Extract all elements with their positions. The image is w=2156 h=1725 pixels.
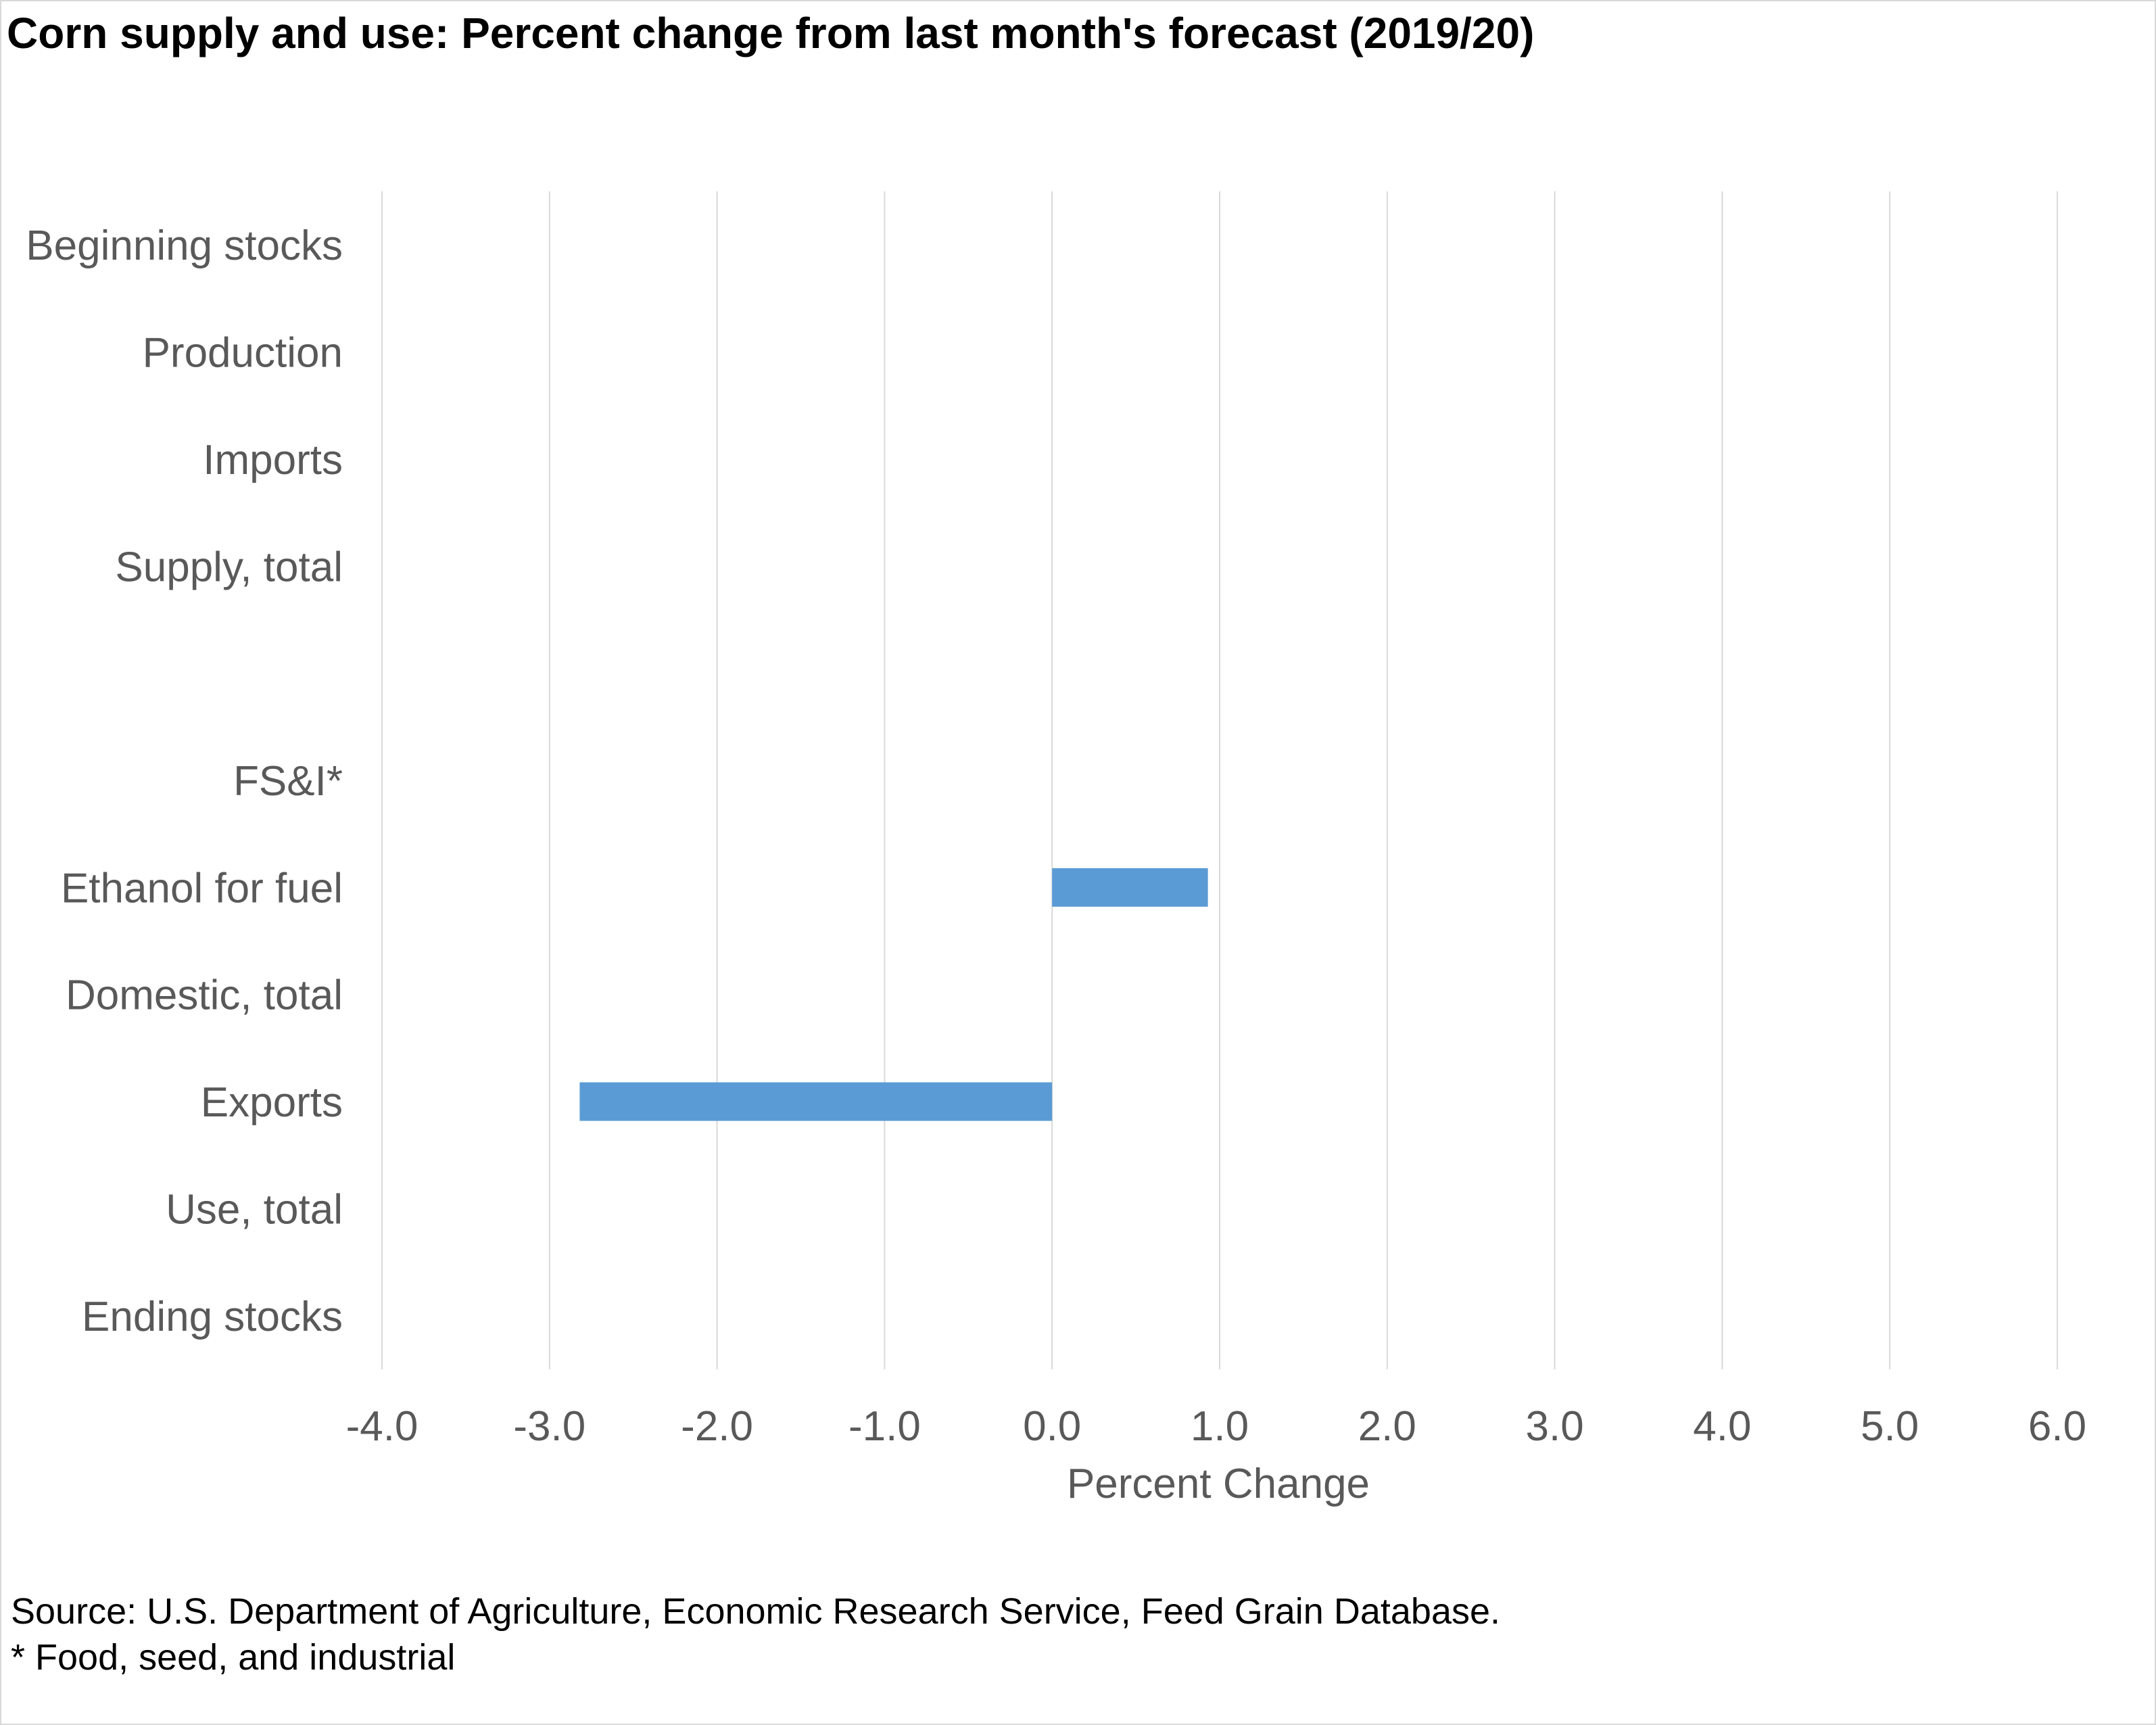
chart-title: Corn supply and use: Percent change from… <box>7 9 1535 57</box>
x-tick-label: 0.0 <box>1023 1403 1081 1450</box>
x-tick-label: -1.0 <box>848 1403 921 1450</box>
x-tick-label: 1.0 <box>1191 1403 1249 1450</box>
category-label: Supply, total <box>115 544 343 590</box>
category-label: Use, total <box>166 1186 343 1233</box>
source-note: Source: U.S. Department of Agriculture, … <box>11 1591 1501 1632</box>
bar <box>579 1082 1053 1121</box>
bar <box>1052 868 1208 907</box>
category-label: FS&I* <box>233 758 343 805</box>
x-tick-label: 6.0 <box>2028 1403 2086 1450</box>
x-tick-label: 3.0 <box>1525 1403 1583 1450</box>
category-label: Domestic, total <box>66 972 343 1019</box>
category-label: Exports <box>201 1079 343 1126</box>
category-label: Ethanol for fuel <box>61 865 343 912</box>
x-tick-label: 2.0 <box>1358 1403 1416 1450</box>
category-label: Imports <box>203 437 343 483</box>
x-tick-label: 4.0 <box>1693 1403 1751 1450</box>
bars <box>579 868 1208 1121</box>
x-tick-label: -2.0 <box>681 1403 753 1450</box>
x-axis-title: Percent Change <box>1067 1461 1370 1507</box>
category-label: Ending stocks <box>82 1294 343 1340</box>
category-label: Production <box>143 330 343 377</box>
x-tick-labels: -4.0 -3.0 -2.0 -1.0 0.0 1.0 2.0 3.0 4.0 5.0 6.0 <box>346 1403 2087 1450</box>
footnote: * Food, seed, and industrial <box>11 1637 456 1678</box>
category-labels: Beginning stocks Production Imports Supply,… <box>26 222 343 1340</box>
x-tick-label: -3.0 <box>513 1403 585 1450</box>
category-label: Beginning stocks <box>26 222 343 269</box>
x-tick-label: 5.0 <box>1861 1403 1919 1450</box>
x-tick-label: -4.0 <box>346 1403 418 1450</box>
bar-chart: Beginning stocks Production Imports Supply,… <box>26 191 2087 1507</box>
gridlines <box>381 191 2058 1369</box>
